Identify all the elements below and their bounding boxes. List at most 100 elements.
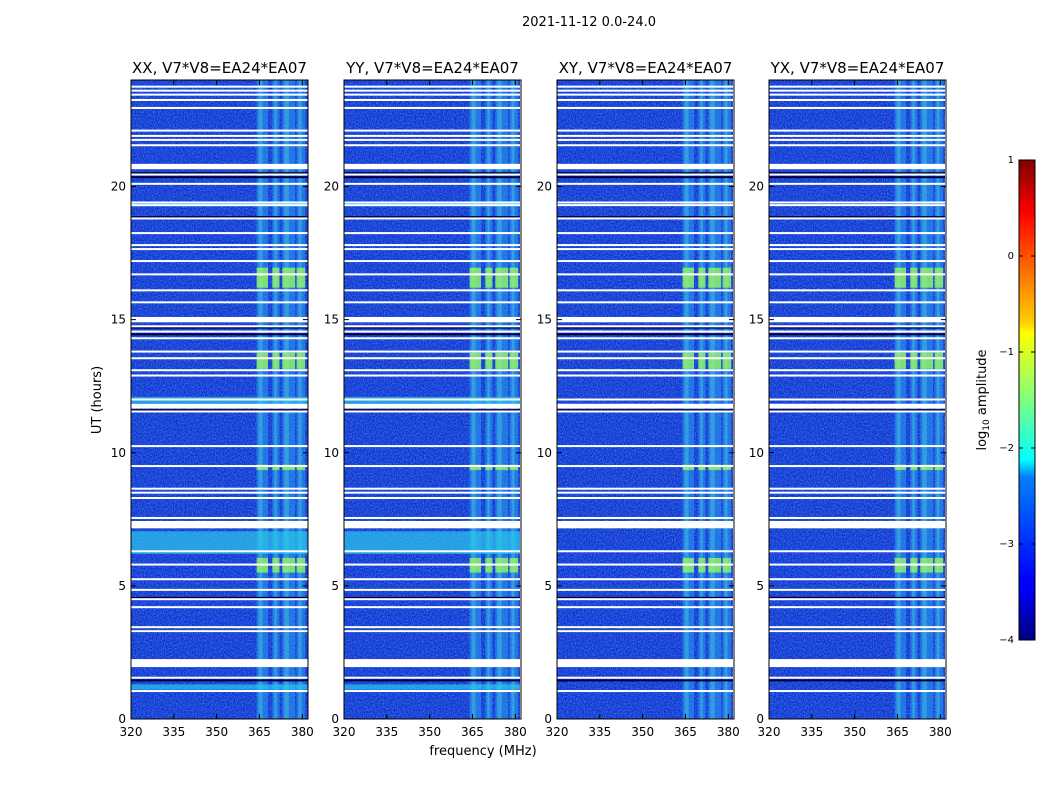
rfi-burst <box>910 267 918 288</box>
colorbar-tick-label: −4 <box>999 635 1014 646</box>
flag-gap <box>344 144 520 147</box>
y-tick-label: 20 <box>537 180 552 194</box>
flag-gap <box>557 374 733 377</box>
flag-gap <box>769 410 945 413</box>
flag-gap <box>769 563 945 566</box>
broadband-strip <box>131 531 308 554</box>
flag-block <box>769 403 945 409</box>
flag-gap <box>557 357 733 360</box>
flag-gap <box>557 578 733 581</box>
dark-line <box>131 176 308 179</box>
flag-gap <box>131 106 308 109</box>
panel-frame <box>130 79 309 720</box>
dark-line <box>344 176 520 179</box>
flag-gap <box>344 134 520 137</box>
x-tick-label: 365 <box>461 725 484 739</box>
x-tick-label: 335 <box>375 725 398 739</box>
rfi-burst <box>256 464 269 471</box>
dark-line <box>769 176 945 179</box>
flag-gap <box>131 357 308 360</box>
flag-gap <box>769 260 945 263</box>
flag-gap <box>131 289 308 292</box>
rfi-burst <box>682 352 695 369</box>
flag-gap <box>557 289 733 292</box>
flag-gap <box>769 491 945 494</box>
flag-gap <box>131 260 308 263</box>
flag-gap <box>344 325 520 328</box>
flag-gap <box>344 598 520 601</box>
flag-block <box>769 163 945 170</box>
flag-gap <box>344 626 520 629</box>
rfi-burst <box>708 352 722 369</box>
x-tick-label: 350 <box>205 725 228 739</box>
flag-gap <box>131 232 308 235</box>
panel-title: XY, V7*V8=EA24*EA07 <box>559 59 733 77</box>
flag-gap <box>131 410 308 413</box>
flag-gap <box>344 89 520 92</box>
flag-gap <box>557 626 733 629</box>
flag-gap <box>131 144 308 147</box>
x-tick-label: 350 <box>631 725 654 739</box>
flag-gap <box>344 301 520 304</box>
y-tick-label: 20 <box>111 180 126 194</box>
flag-gap <box>557 676 733 679</box>
flag-gap <box>344 330 520 333</box>
flag-gap <box>131 134 308 137</box>
broadband-strip <box>344 531 520 554</box>
flag-gap <box>131 301 308 304</box>
flag-gap <box>769 93 945 96</box>
x-tick-label: 350 <box>418 725 441 739</box>
flag-gap <box>557 497 733 500</box>
flag-gap <box>557 93 733 96</box>
flag-gap <box>131 578 308 581</box>
flag-gap <box>131 588 308 591</box>
flag-gap <box>557 129 733 132</box>
dark-line <box>344 326 520 329</box>
flag-gap <box>557 337 733 340</box>
rfi-burst <box>282 464 296 471</box>
flag-gap <box>557 325 733 328</box>
rfi-burst <box>698 464 706 471</box>
rfi-burst <box>469 267 482 288</box>
flag-block <box>131 163 308 170</box>
rfi-burst <box>509 352 519 369</box>
dark-line <box>557 409 733 412</box>
flag-gap <box>131 598 308 601</box>
flag-gap <box>344 357 520 360</box>
flag-gap <box>131 445 308 448</box>
dark-line <box>557 596 733 599</box>
rfi-burst <box>910 464 918 471</box>
flag-block <box>131 403 308 409</box>
flag-gap <box>131 369 308 372</box>
flag-gap <box>769 98 945 101</box>
flag-gap <box>557 606 733 609</box>
flag-gap <box>131 606 308 609</box>
y-tick-label: 20 <box>324 180 339 194</box>
dark-line <box>769 596 945 599</box>
flag-gap <box>557 398 733 401</box>
flag-gap <box>131 690 308 693</box>
x-tick-label: 380 <box>291 725 314 739</box>
x-axis-label: frequency (MHz) <box>429 744 536 759</box>
rfi-burst <box>485 352 493 369</box>
x-tick-label: 380 <box>929 725 952 739</box>
panel-frame <box>768 79 947 720</box>
dark-line <box>344 216 520 219</box>
flag-gap <box>769 369 945 372</box>
panel-xy: XY, V7*V8=EA24*EA07 320 335 350 365 380 0 5 10 15… <box>537 59 740 739</box>
panel-title: YY, V7*V8=EA24*EA07 <box>345 59 519 77</box>
flag-gap <box>131 491 308 494</box>
flag-gap <box>557 369 733 372</box>
rfi-burst <box>934 267 944 288</box>
y-tick-label: 5 <box>544 579 552 593</box>
flag-block <box>557 163 733 170</box>
dark-line <box>769 679 945 682</box>
panel-title: YX, V7*V8=EA24*EA07 <box>770 59 945 77</box>
rfi-burst <box>894 464 907 471</box>
x-tick-label: 335 <box>162 725 185 739</box>
spectrogram-image <box>557 80 733 719</box>
dark-line <box>769 172 945 175</box>
flag-gap <box>769 129 945 132</box>
flag-gap <box>769 497 945 500</box>
